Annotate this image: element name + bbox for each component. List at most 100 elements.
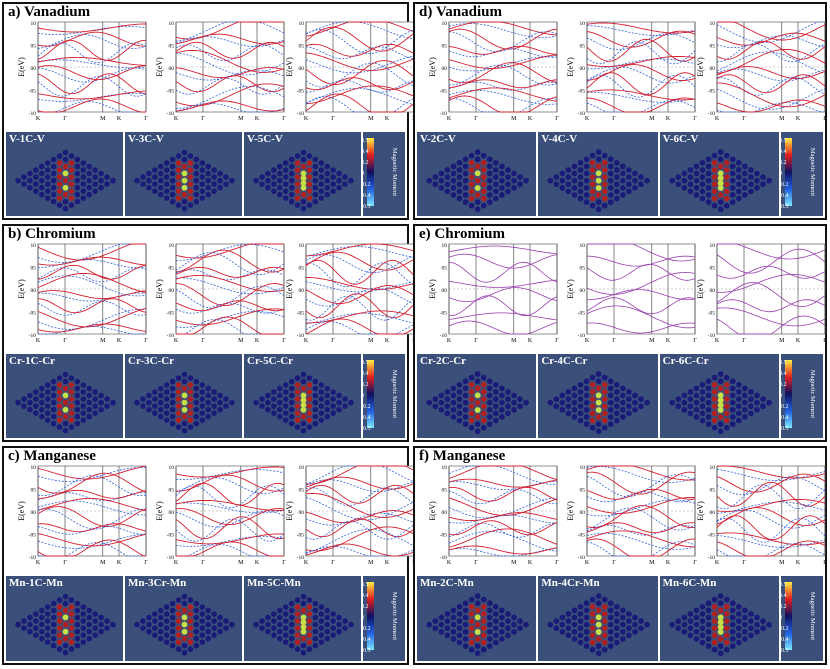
svg-text:K: K	[796, 116, 801, 122]
svg-text:E(eV): E(eV)	[155, 501, 164, 521]
svg-text:K: K	[585, 116, 590, 122]
svg-text:05: 05	[710, 488, 716, 494]
svg-text:E(eV): E(eV)	[17, 501, 26, 521]
band-structure-plot: 10 05 00 -05 -10 E(eV) K Γ M K Γ	[284, 456, 416, 568]
svg-text:Γ: Γ	[823, 338, 827, 344]
svg-text:K: K	[666, 560, 671, 566]
svg-text:10: 10	[299, 243, 305, 249]
svg-text:K: K	[117, 338, 122, 344]
svg-text:-05: -05	[167, 533, 175, 539]
svg-text:05: 05	[31, 44, 37, 50]
svg-text:-0.2: -0.2	[361, 626, 371, 632]
svg-text:-05: -05	[29, 89, 37, 95]
svg-text:Γ: Γ	[331, 338, 335, 344]
configuration-label: V-5C-V	[247, 133, 283, 145]
svg-text:K: K	[255, 560, 260, 566]
svg-text:M: M	[779, 560, 785, 566]
configuration-label: V-6C-V	[662, 133, 699, 145]
svg-text:M: M	[649, 116, 655, 122]
band-structure-plot: 10 05 00 -05 -10 E(eV) K Γ M K Γ	[284, 12, 416, 124]
svg-text:-0.4: -0.4	[361, 415, 371, 421]
svg-text:0: 0	[361, 171, 364, 177]
svg-text:05: 05	[299, 44, 305, 50]
band-structure-plot: 10 05 00 -05 -10 E(eV) K Γ M K Γ	[16, 456, 148, 568]
band-structure-plot: 10 05 00 -05 -10 E(eV) K Γ M K Γ	[565, 12, 697, 124]
svg-text:K: K	[385, 338, 390, 344]
svg-text:Γ: Γ	[742, 338, 746, 344]
svg-text:-05: -05	[578, 89, 586, 95]
svg-text:K: K	[36, 338, 41, 344]
svg-text:0.4: 0.4	[779, 149, 787, 155]
magnetic-moment-strip: Cr-1C-Cr Cr-3C-Cr Cr-5C-Cr 0.5 0.4 0.2 0 -0.2 -0…	[6, 354, 405, 438]
svg-text:-10: -10	[708, 111, 716, 117]
svg-text:0: 0	[779, 393, 782, 399]
configuration-label: Mn-2C-Mn	[420, 577, 474, 589]
svg-text:-0.4: -0.4	[361, 637, 371, 643]
svg-text:Γ: Γ	[63, 116, 67, 122]
svg-text:0: 0	[361, 615, 364, 621]
svg-text:E(eV): E(eV)	[566, 279, 575, 299]
svg-text:0: 0	[779, 615, 782, 621]
panel-title: c) Manganese	[8, 448, 96, 464]
svg-text:10: 10	[31, 21, 37, 27]
svg-text:-10: -10	[578, 111, 586, 117]
svg-text:E(eV): E(eV)	[17, 57, 26, 77]
svg-text:-05: -05	[708, 533, 716, 539]
svg-text:K: K	[715, 338, 720, 344]
band-structure-plot: 10 05 00 -05 -10 E(eV) K Γ M K Γ	[427, 12, 559, 124]
svg-text:10: 10	[710, 465, 716, 471]
svg-text:00: 00	[31, 66, 37, 72]
configuration-label: Mn-5C-Mn	[247, 577, 301, 589]
svg-text:00: 00	[710, 510, 716, 516]
svg-text:0.4: 0.4	[361, 593, 369, 599]
subfigure-panel: a) Vanadium 10 05 00 -05 -10 E(eV) K Γ M K Γ 10 05 00-…	[2, 2, 416, 220]
lattice-cell: V-6C-V	[660, 132, 781, 216]
svg-text:Γ: Γ	[282, 338, 286, 344]
svg-text:M: M	[649, 560, 655, 566]
svg-text:10: 10	[710, 243, 716, 249]
svg-text:Γ: Γ	[555, 560, 559, 566]
svg-text:K: K	[585, 338, 590, 344]
lattice-cell: Mn-6C-Mn	[660, 576, 781, 661]
svg-text:10: 10	[442, 243, 448, 249]
svg-text:E(eV): E(eV)	[428, 279, 437, 299]
svg-text:Γ: Γ	[331, 560, 335, 566]
magnetic-moment-strip: V-2C-V V-4C-V V-6C-V 0.5 0.4 0.2 0 -0.2 -0.4 -0.5…	[417, 132, 823, 216]
svg-text:00: 00	[169, 288, 175, 294]
svg-text:Γ: Γ	[693, 560, 697, 566]
subfigure-panel: c) Manganese 10 05 00 -05 -10 E(eV) K Γ M K Γ 10 05 00…	[2, 446, 416, 665]
configuration-label: Cr-3C-Cr	[128, 355, 175, 367]
svg-text:0.2: 0.2	[361, 604, 369, 610]
svg-text:E(eV): E(eV)	[566, 57, 575, 77]
svg-text:E(eV): E(eV)	[696, 279, 705, 299]
svg-text:0.2: 0.2	[779, 160, 787, 166]
svg-text:K: K	[447, 560, 452, 566]
svg-text:-0.5: -0.5	[779, 204, 789, 210]
svg-text:05: 05	[169, 488, 175, 494]
svg-text:K: K	[715, 560, 720, 566]
svg-text:0.5: 0.5	[361, 360, 369, 366]
svg-text:Magnetic Moment: Magnetic Moment	[391, 370, 398, 418]
svg-text:K: K	[255, 338, 260, 344]
svg-text:E(eV): E(eV)	[696, 501, 705, 521]
svg-text:-10: -10	[167, 555, 175, 561]
svg-text:M: M	[238, 338, 244, 344]
svg-text:K: K	[117, 116, 122, 122]
svg-text:-0.2: -0.2	[779, 182, 789, 188]
svg-text:K: K	[117, 560, 122, 566]
svg-text:00: 00	[442, 288, 448, 294]
svg-text:10: 10	[31, 243, 37, 249]
svg-text:E(eV): E(eV)	[17, 279, 26, 299]
band-structure-plot: 10 05 00 -05 -10 E(eV) K Γ M K Γ	[284, 234, 416, 346]
svg-text:0.5: 0.5	[779, 138, 787, 144]
svg-text:Magnetic Moment: Magnetic Moment	[809, 148, 816, 196]
svg-text:Γ: Γ	[282, 560, 286, 566]
svg-text:10: 10	[169, 243, 175, 249]
svg-text:05: 05	[580, 44, 586, 50]
svg-text:M: M	[368, 338, 374, 344]
svg-text:Γ: Γ	[144, 116, 148, 122]
svg-text:E(eV): E(eV)	[285, 279, 294, 299]
magnetic-moment-strip: Cr-2C-Cr Cr-4C-Cr Cr-6C-Cr 0.5 0.4 0.2 0 -0.2 -0…	[417, 354, 823, 438]
svg-text:M: M	[100, 560, 106, 566]
svg-text:00: 00	[442, 510, 448, 516]
